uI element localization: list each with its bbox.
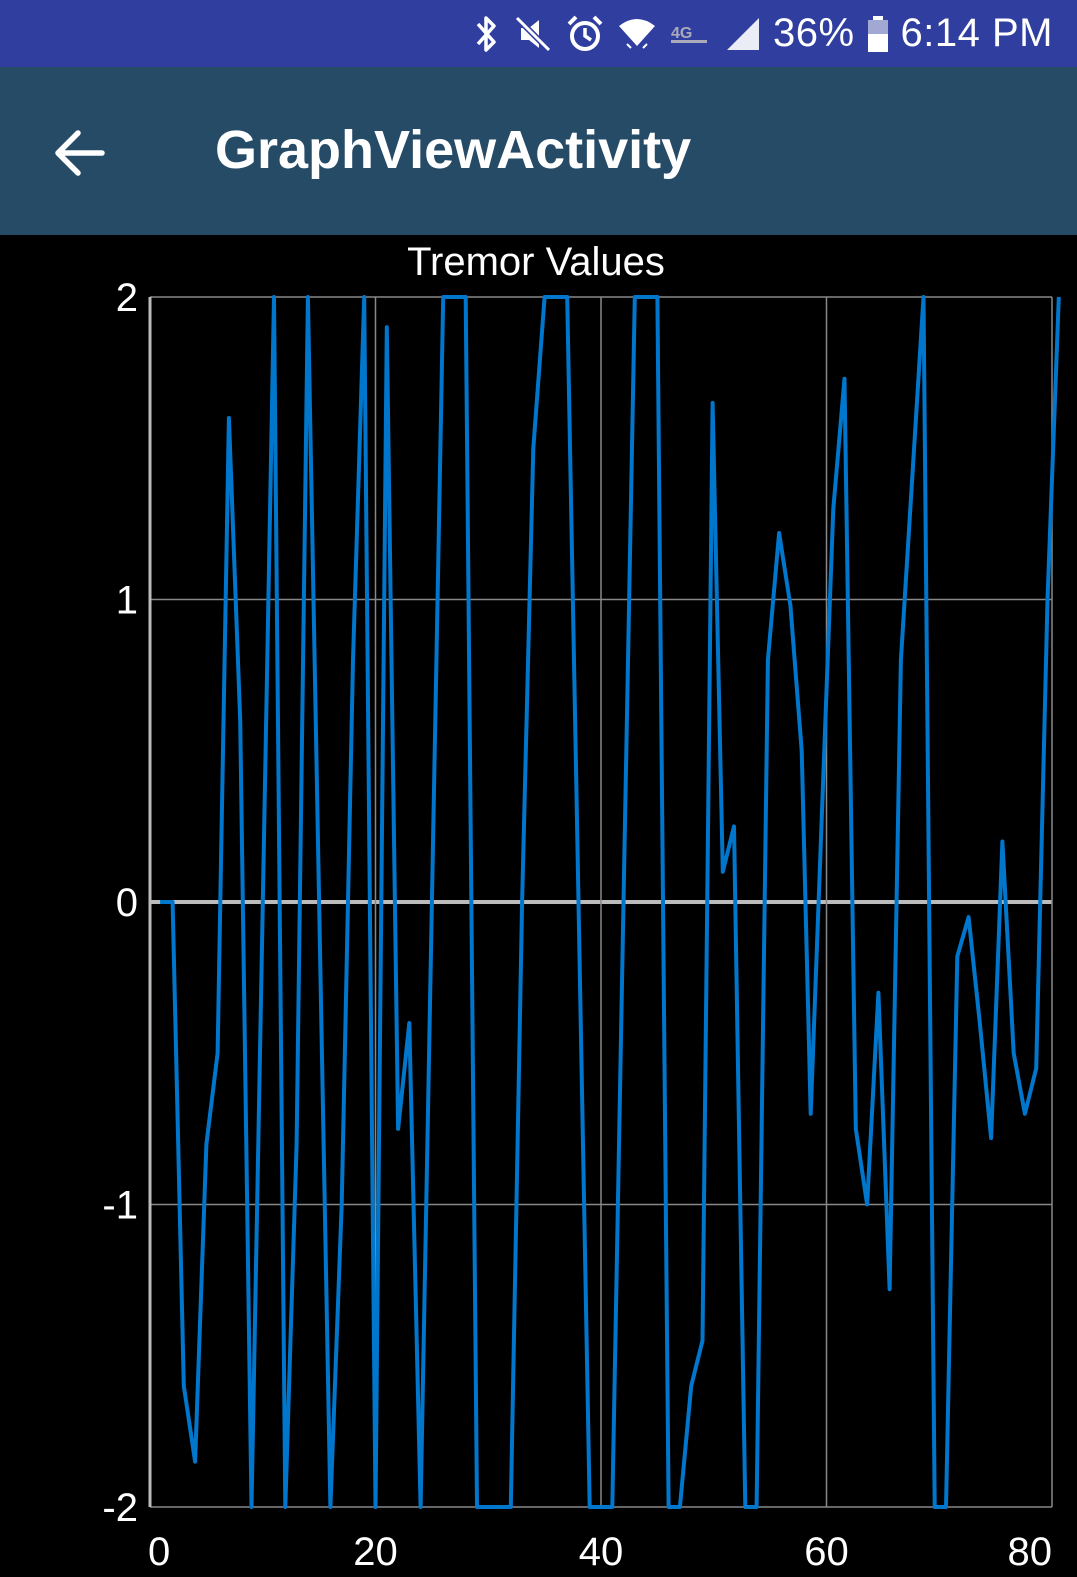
arrow-back-icon	[55, 130, 105, 176]
lte-icon: 4G	[669, 14, 713, 54]
chart-svg: Tremor Values 210-1-20 20 40 60 80	[102, 240, 1061, 1574]
x-tick-label: 80	[1008, 1530, 1053, 1574]
tremor-chart: Tremor Values 2 1 0 -1 -2 0 20 40 60 80	[0, 235, 1077, 1577]
series-line	[160, 295, 1061, 1509]
alarm-icon	[565, 14, 605, 54]
status-icons: 4G 36% 6:14 PM	[471, 11, 1053, 56]
y-tick-label: 1	[116, 579, 138, 623]
y-tick-label: 0	[116, 881, 138, 925]
y-tick-label: -1	[102, 1184, 138, 1228]
chart-series	[160, 295, 1061, 1509]
mute-icon	[513, 14, 553, 54]
wifi-icon	[617, 14, 657, 54]
battery-icon	[867, 14, 889, 54]
chart-title: Tremor Values	[407, 240, 665, 284]
clock: 6:14 PM	[900, 11, 1053, 55]
app-bar: GraphViewActivity	[0, 67, 1077, 235]
signal-icon	[725, 14, 761, 54]
back-button[interactable]	[48, 121, 112, 185]
svg-text:4G: 4G	[671, 25, 692, 42]
bluetooth-icon	[471, 14, 501, 54]
status-bar: 4G 36% 6:14 PM	[0, 0, 1077, 67]
x-tick-label: 60	[804, 1530, 849, 1574]
y-tick-label: 2	[116, 276, 138, 320]
x-tick-label: 20	[353, 1530, 398, 1574]
chart-axis-labels: 210-1-20 20 40 60 80	[102, 276, 1052, 1574]
chart-grid	[148, 296, 1053, 1508]
battery-percent: 36%	[772, 11, 855, 55]
x-tick-label: 0	[148, 1530, 170, 1574]
x-tick-label: 40	[579, 1530, 624, 1574]
app-title: GraphViewActivity	[215, 120, 692, 180]
y-tick-label: -2	[102, 1486, 138, 1530]
